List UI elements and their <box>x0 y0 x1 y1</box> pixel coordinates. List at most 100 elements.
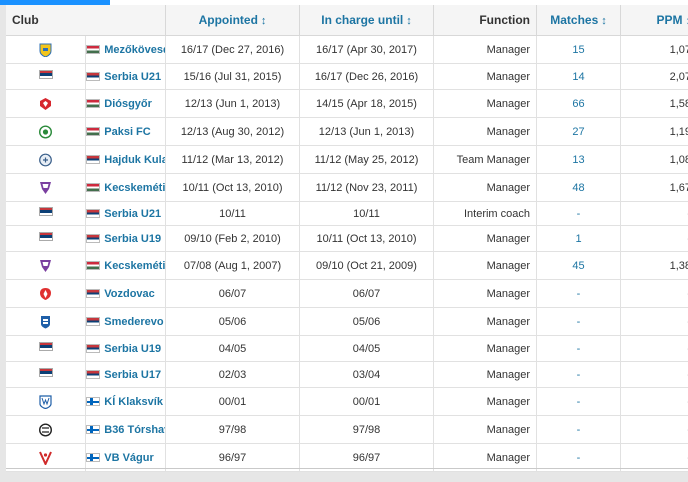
kecskemeti-crest-icon[interactable] <box>39 181 52 195</box>
diosgyor-crest-icon[interactable] <box>39 97 52 111</box>
vb-vagur-crest-icon[interactable] <box>39 451 53 466</box>
mezokovesd-crest-icon[interactable] <box>39 43 52 58</box>
club-link[interactable]: Serbia U21 <box>104 70 162 83</box>
column-header-ppm[interactable]: PPM↕ <box>620 5 688 36</box>
serbia-crest-icon[interactable] <box>39 69 54 84</box>
matches-cell: - <box>536 307 621 336</box>
column-header-appointed[interactable]: Appointed ↕ <box>165 5 300 36</box>
matches-link[interactable]: 48 <box>572 181 585 194</box>
club-cell: B36 Tórshavn <box>85 415 166 444</box>
ppm-cell: - <box>620 335 688 362</box>
club-crest-cell <box>6 201 87 226</box>
matches-link[interactable]: 27 <box>572 125 585 138</box>
kecskemeti-crest-icon[interactable] <box>39 259 52 273</box>
function-cell: Manager <box>433 279 537 308</box>
matches-value: - <box>576 315 581 328</box>
club-link[interactable]: Mezőkövesd <box>104 43 166 56</box>
table-row: Kecskeméti TE07/08 (Aug 1, 2007)09/10 (O… <box>6 251 688 280</box>
column-header-matches[interactable]: Matches ↕ <box>536 5 621 36</box>
matches-value: - <box>576 395 581 408</box>
club-crest-cell <box>6 89 87 118</box>
ppm-cell: - <box>620 443 688 472</box>
ppm-cell: 1,38 <box>620 251 688 280</box>
club-cell: VB Vágur <box>85 443 166 472</box>
club-cell: Vozdovac <box>85 279 166 308</box>
club-link[interactable]: Serbia U19 <box>104 342 162 355</box>
smederevo-crest-icon[interactable] <box>39 315 52 329</box>
column-header-ppm-label: PPM <box>656 13 683 27</box>
club-link[interactable]: B36 Tórshavn <box>104 423 165 436</box>
column-header-in-charge-until-label: In charge until <box>321 13 404 27</box>
paksi-crest-icon[interactable] <box>39 124 53 139</box>
club-cell: Diósgyőr <box>85 89 166 118</box>
ppm-cell: - <box>620 415 688 444</box>
serbia-crest-icon[interactable] <box>39 231 54 246</box>
ki-klaksvik-crest-icon[interactable] <box>39 394 52 409</box>
appointed-cell: 00/01 <box>165 387 300 416</box>
column-header-in-charge-until[interactable]: In charge until ↕ <box>299 5 434 36</box>
matches-link[interactable]: 66 <box>572 97 585 110</box>
appointed-cell: 12/13 (Jun 1, 2013) <box>165 89 300 118</box>
club-link[interactable]: Serbia U19 <box>104 232 162 245</box>
matches-cell: - <box>536 335 621 362</box>
club-cell: Serbia U19 <box>85 225 166 252</box>
matches-value: - <box>576 207 581 220</box>
ppm-cell: - <box>620 307 688 336</box>
club-link[interactable]: Serbia U17 <box>104 368 162 381</box>
hungary-flag-icon <box>86 261 101 271</box>
serbia-flag-icon <box>86 234 101 244</box>
club-cell: Paksi FC <box>85 117 166 146</box>
club-link[interactable]: Paksi FC <box>104 125 151 138</box>
matches-cell: 1 <box>536 225 621 252</box>
club-crest-cell <box>6 225 87 252</box>
serbia-crest-icon[interactable] <box>39 206 54 221</box>
club-cell: Serbia U19 <box>85 335 166 362</box>
function-cell: Manager <box>433 63 537 90</box>
club-link[interactable]: KÍ Klaksvík <box>104 395 163 408</box>
club-link[interactable]: Serbia U21 <box>104 207 162 220</box>
club-link[interactable]: VB Vágur <box>104 451 154 464</box>
serbia-crest-icon[interactable] <box>39 341 54 356</box>
b36-crest-icon[interactable] <box>39 422 53 437</box>
function-cell: Manager <box>433 173 537 202</box>
matches-cell: - <box>536 443 621 472</box>
matches-cell: 45 <box>536 251 621 280</box>
matches-link[interactable]: 45 <box>572 259 585 272</box>
function-cell: Manager <box>433 117 537 146</box>
club-crest-cell <box>6 145 87 174</box>
club-crest-cell <box>6 279 87 308</box>
club-cell: Serbia U21 <box>85 201 166 226</box>
column-header-matches-label: Matches <box>550 13 599 27</box>
serbia-crest-icon[interactable] <box>39 367 54 382</box>
matches-link[interactable]: 14 <box>572 70 585 83</box>
hajduk-kula-crest-icon[interactable] <box>39 153 53 167</box>
hungary-flag-icon <box>86 45 101 55</box>
matches-link[interactable]: 15 <box>572 43 585 56</box>
club-link[interactable]: Vozdovac <box>104 287 155 300</box>
club-link[interactable]: Kecskeméti TE <box>104 259 166 272</box>
matches-link[interactable]: 1 <box>575 232 582 245</box>
in-charge-until-cell: 97/98 <box>299 415 434 444</box>
matches-value: - <box>576 451 581 464</box>
top-strip <box>0 0 688 5</box>
club-link[interactable]: Kecskeméti TE <box>104 181 166 194</box>
in-charge-until-cell: 03/04 <box>299 361 434 388</box>
club-cell: Smederevo <box>85 307 166 336</box>
vozdovac-crest-icon[interactable] <box>39 287 52 301</box>
matches-value: - <box>576 342 581 355</box>
appointed-cell: 06/07 <box>165 279 300 308</box>
matches-link[interactable]: 13 <box>572 153 585 166</box>
club-link[interactable]: Smederevo <box>104 315 164 328</box>
matches-cell: - <box>536 387 621 416</box>
appointed-cell: 12/13 (Aug 30, 2012) <box>165 117 300 146</box>
club-link[interactable]: Diósgyőr <box>104 97 152 110</box>
function-cell: Manager <box>433 335 537 362</box>
club-link[interactable]: Hajduk Kula <box>104 153 166 166</box>
ppm-cell: 1,08 <box>620 145 688 174</box>
ppm-cell: - <box>620 201 688 226</box>
table-bottom-border <box>6 468 688 469</box>
